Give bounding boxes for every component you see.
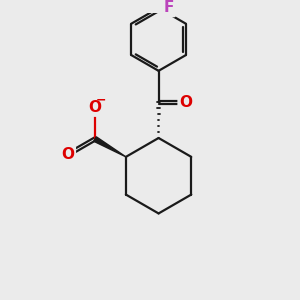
Text: O: O <box>179 95 192 110</box>
Text: −: − <box>96 93 106 106</box>
Text: O: O <box>88 100 101 115</box>
Text: F: F <box>164 1 174 16</box>
Polygon shape <box>94 137 126 157</box>
Text: O: O <box>61 147 74 162</box>
